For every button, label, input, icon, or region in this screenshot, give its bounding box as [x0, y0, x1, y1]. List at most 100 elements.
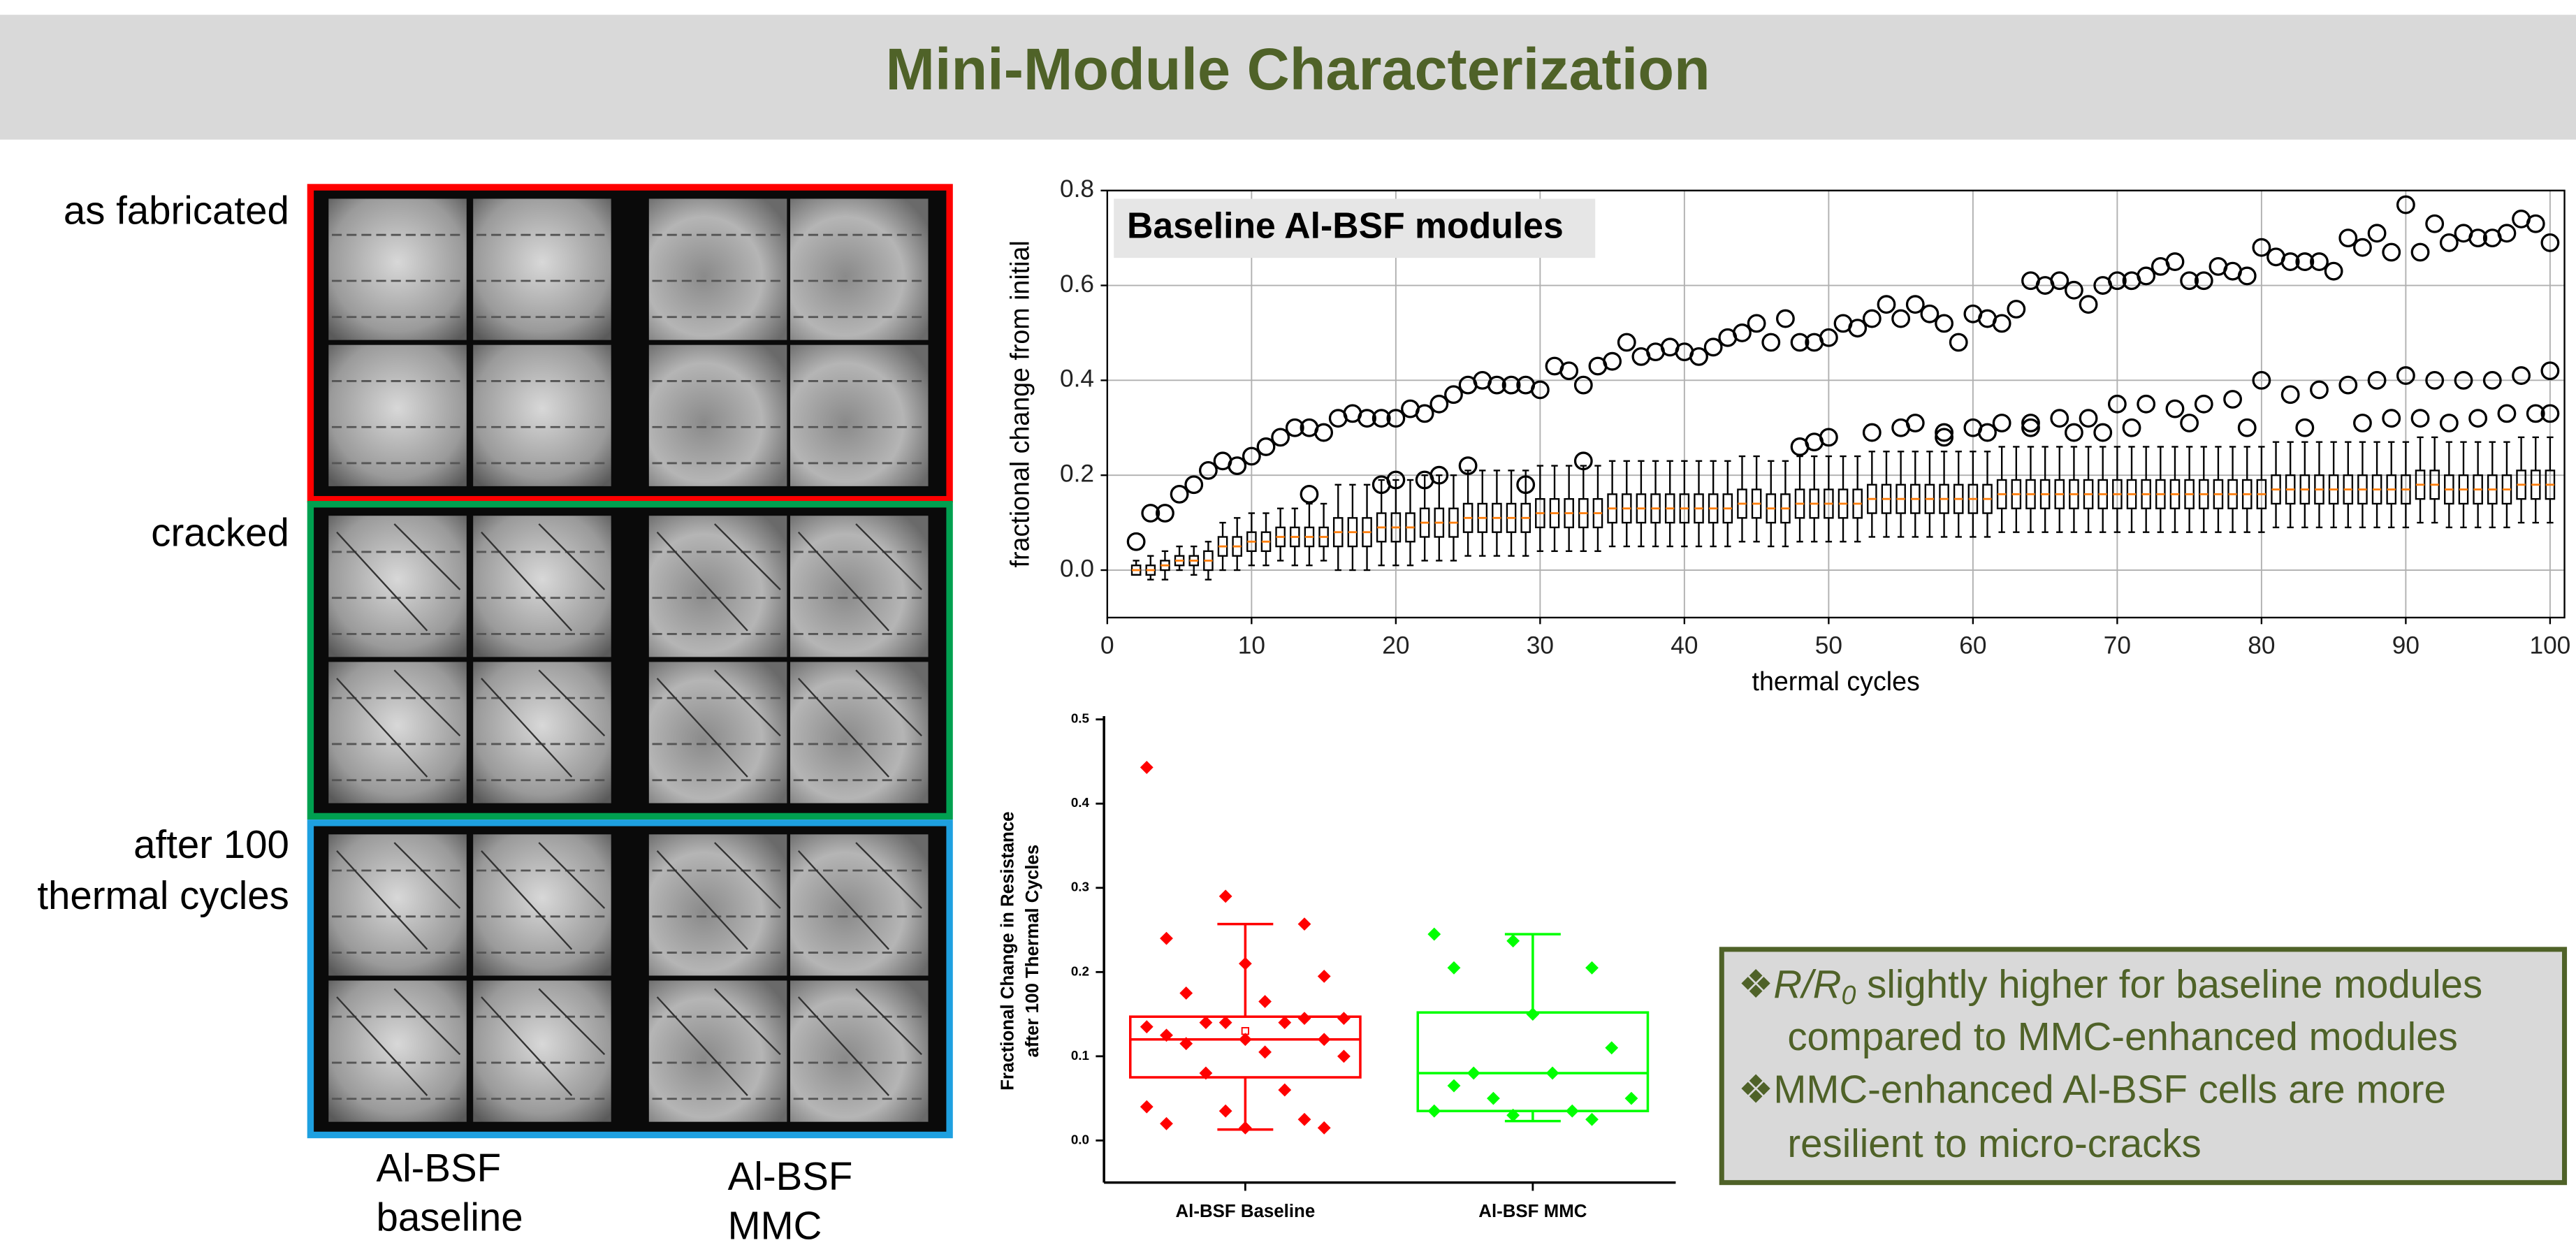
annotation-box — [1114, 198, 1596, 259]
outlier — [1603, 351, 1622, 371]
y-axis-label: after 100 Thermal Cycles — [1023, 845, 1042, 1058]
outlier — [1386, 409, 1406, 428]
x-tick-label: 0 — [1100, 632, 1114, 660]
outlier — [1761, 333, 1781, 352]
outlier — [1126, 532, 1146, 551]
outlier — [2137, 266, 2156, 286]
y-tick-label: 0.8 — [1060, 175, 1094, 203]
crack — [656, 988, 781, 1096]
cell — [790, 662, 929, 803]
outlier — [2439, 233, 2459, 252]
crack — [481, 842, 606, 950]
outlier — [1905, 414, 1925, 432]
outlier — [1170, 484, 1189, 504]
outlier — [2482, 370, 2502, 390]
crack — [336, 842, 461, 950]
y-tick-label: 0.0 — [1060, 555, 1094, 582]
data-point — [1506, 934, 1520, 948]
image-labels: as fabricated cracked after 100 thermal cyc… — [37, 189, 852, 1245]
cell — [328, 834, 467, 976]
outlier — [2396, 195, 2415, 214]
y-tick-label: 0.0 — [1071, 1132, 1089, 1146]
outlier — [2223, 390, 2242, 409]
outlier — [1905, 295, 1925, 314]
outlier — [1862, 309, 1882, 328]
x-tick-label: 30 — [1527, 632, 1554, 660]
data-point — [1179, 986, 1193, 1000]
outlier — [1429, 465, 1449, 485]
outlier — [2050, 271, 2069, 291]
y-tick-label: 0.2 — [1071, 963, 1089, 978]
crack — [336, 669, 461, 778]
outlier — [2021, 418, 2040, 437]
outlier — [1862, 423, 1882, 442]
outlier — [1949, 333, 1968, 352]
outlier — [2382, 242, 2401, 262]
outlier — [1617, 333, 1636, 352]
cell — [648, 980, 787, 1122]
cell — [328, 516, 467, 657]
bullet-symbol: ❖ — [1738, 1067, 1774, 1111]
data-point — [1605, 1041, 1619, 1055]
outlier — [2425, 214, 2445, 233]
data-point — [1160, 1116, 1173, 1130]
bullet-line: ❖R/R0 slightly higher for baseline modul… — [1738, 962, 2482, 1010]
data-point — [1140, 1020, 1154, 1034]
outlier — [1747, 314, 1766, 333]
x-tick-label: 60 — [1959, 632, 1986, 660]
outlier — [2367, 370, 2387, 390]
outlier — [2107, 271, 2127, 291]
outlier — [1848, 319, 1868, 338]
outlier — [1703, 337, 1723, 357]
data-point — [1218, 1104, 1232, 1118]
cell — [328, 980, 467, 1122]
bullet-symbol: ❖ — [1738, 962, 1774, 1006]
cell — [473, 344, 611, 486]
x-tick-label: 80 — [2248, 632, 2275, 660]
outlier — [2280, 252, 2300, 271]
outlier — [2468, 228, 2488, 248]
outlier — [1935, 314, 1953, 333]
x-tick-label: 40 — [1671, 632, 1698, 660]
crack — [336, 523, 461, 632]
x-tick-label: 70 — [2104, 632, 2131, 660]
row-label: as fabricated — [64, 189, 289, 233]
cell — [473, 198, 611, 340]
bullet-text: MMC-enhanced Al-BSF cells are more — [1773, 1067, 2445, 1111]
outlier — [2252, 370, 2271, 390]
outlier — [2497, 224, 2517, 243]
data-point — [1258, 995, 1272, 1008]
outlier — [1184, 475, 1204, 495]
outlier — [1733, 323, 1752, 342]
data-point — [1278, 1083, 1292, 1097]
outlier — [2512, 366, 2531, 385]
outlier — [1285, 418, 1304, 437]
outlier — [2180, 271, 2199, 291]
el-images — [307, 184, 953, 1139]
bullet-text: slightly higher for baseline modules — [1856, 962, 2482, 1006]
cell — [648, 662, 787, 803]
data-point — [1140, 1100, 1154, 1114]
bullet-line: ❖MMC-enhanced Al-BSF cells are more — [1738, 1067, 2446, 1111]
title-band — [0, 15, 2576, 140]
data-point — [1238, 956, 1252, 970]
outlier — [2454, 370, 2473, 390]
data-point — [1160, 931, 1173, 945]
outlier — [1935, 423, 1953, 442]
outlier — [1386, 470, 1406, 490]
crack — [336, 988, 461, 1096]
outlier — [2079, 295, 2098, 314]
box-chart: 0 10 20 30 40 50 60 70 80 90 100 0.0 0.2 0.4 0.6 0.8 Bas… — [1005, 175, 2571, 696]
crack — [656, 523, 781, 632]
slide-title: Mini-Module Characterization — [885, 36, 1710, 102]
outlier — [1415, 404, 1434, 423]
outlier — [2180, 414, 2199, 432]
bullet-line: resilient to micro-cracks — [1787, 1121, 2201, 1165]
cell — [328, 662, 467, 803]
y-tick-label: 0.5 — [1071, 711, 1089, 726]
outlier — [2526, 404, 2545, 423]
outlier — [2137, 394, 2156, 414]
data-point — [1297, 1012, 1311, 1026]
x-tick-label: Al-BSF MMC — [1478, 1202, 1587, 1221]
x-tick-label: 50 — [1815, 632, 1842, 660]
